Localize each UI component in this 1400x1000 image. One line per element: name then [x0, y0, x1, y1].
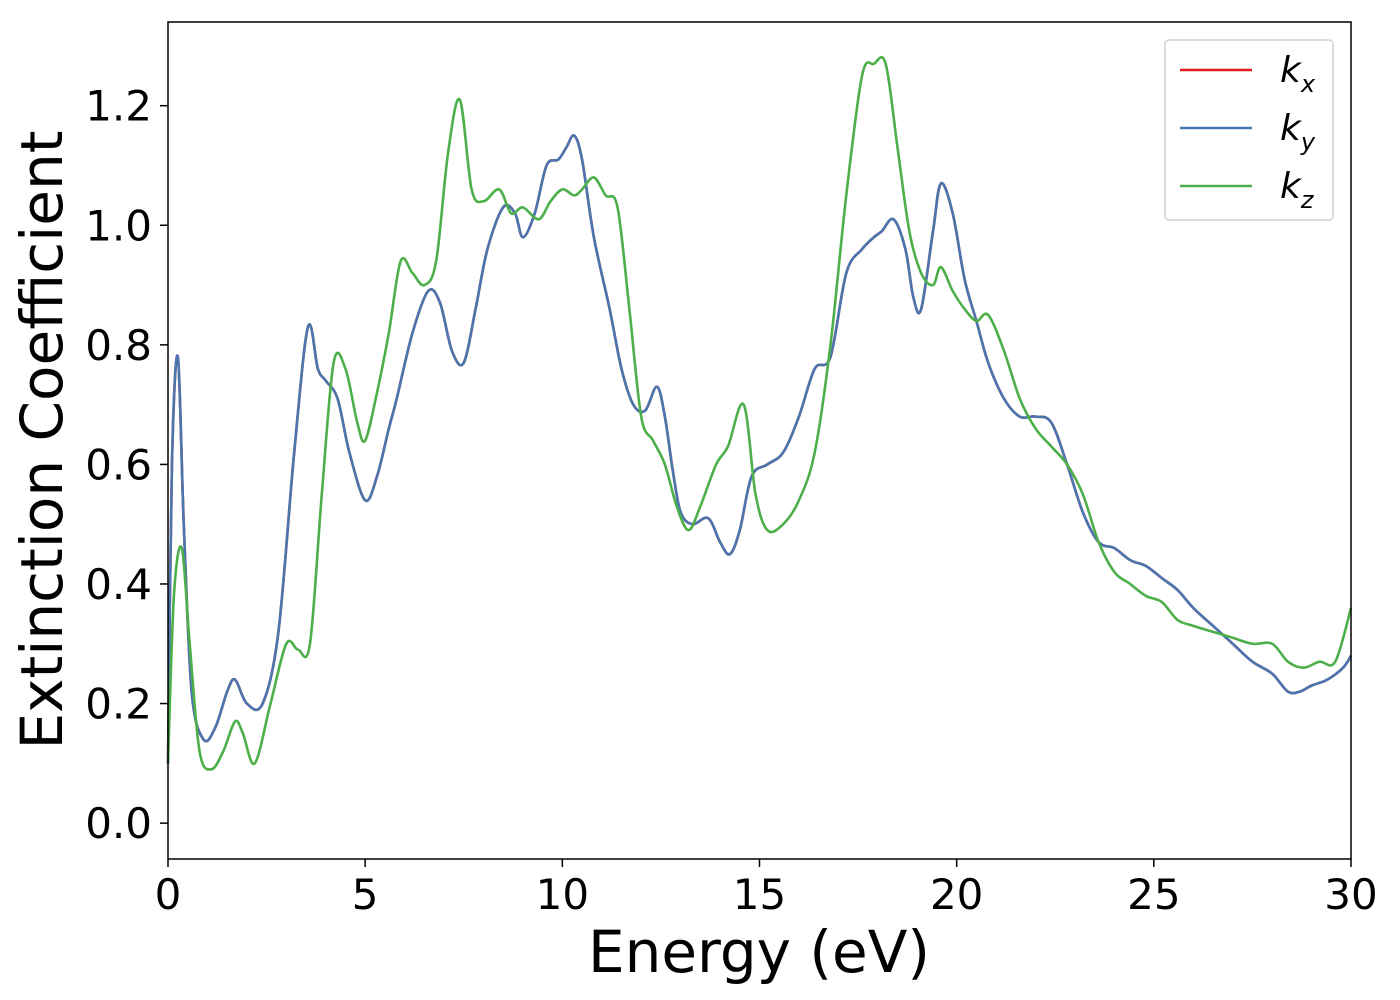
legend-label-subscript: x [1300, 70, 1316, 98]
legend-label-kx: kx [1280, 50, 1316, 98]
y-axis-title: Extinction Coefficient [8, 131, 76, 750]
legend-label-subscript: y [1300, 128, 1316, 156]
y-tick-label: 1.0 [85, 201, 152, 250]
x-tick-label: 30 [1324, 870, 1377, 919]
x-tick-label: 0 [155, 870, 182, 919]
y-axis: 0.0 0.2 0.4 0.6 0.8 1.0 1.2 [85, 82, 168, 848]
legend-label-ky: ky [1280, 108, 1316, 156]
x-axis-title: Energy (eV) [588, 918, 930, 986]
legend-label-subscript: z [1300, 186, 1315, 214]
y-tick-label: 0.2 [85, 680, 152, 729]
x-tick-label: 20 [930, 870, 983, 919]
y-tick-label: 0.8 [85, 321, 152, 370]
series-line-ky [166, 134, 1353, 764]
x-tick-label: 5 [352, 870, 379, 919]
legend-box [1164, 39, 1334, 221]
series-line-kz [166, 55, 1353, 771]
x-tick-label: 15 [733, 870, 786, 919]
legend-label-base: k [1280, 166, 1303, 207]
x-tick-label: 25 [1127, 870, 1180, 919]
legend-label-base: k [1280, 50, 1303, 91]
x-tick-label: 10 [536, 870, 589, 919]
y-tick-label: 1.2 [85, 82, 152, 131]
series-layer [166, 55, 1353, 771]
y-tick-label: 0.6 [85, 440, 152, 489]
y-tick-label: 0.0 [85, 799, 152, 848]
legend-label-base: k [1280, 108, 1303, 149]
legend-label-kz: kz [1280, 166, 1315, 214]
y-tick-label: 0.4 [85, 560, 152, 609]
x-axis: 0 5 10 15 20 25 30 [155, 859, 1378, 919]
